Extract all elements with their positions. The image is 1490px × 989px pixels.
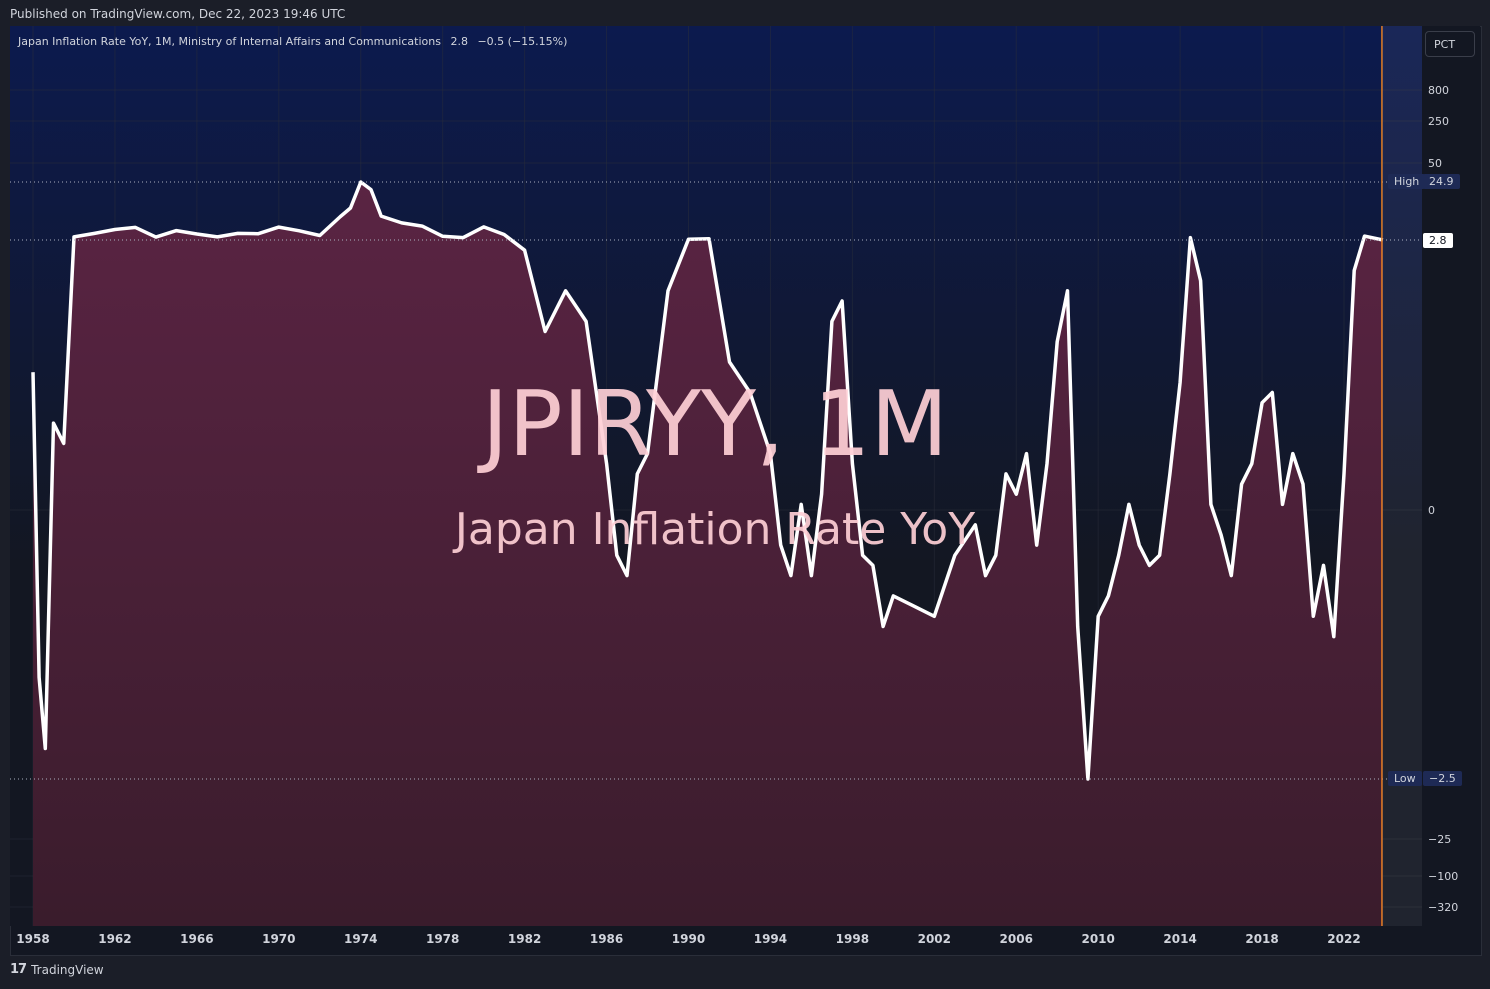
legend-change: −0.5 (−15.15%)	[477, 35, 568, 48]
x-tick-label: 2018	[1245, 932, 1278, 946]
x-tick-label: 1974	[344, 932, 377, 946]
x-tick-label: 1982	[508, 932, 541, 946]
y-tick-label: 50	[1428, 157, 1442, 170]
footer-brand-text: TradingView	[31, 962, 104, 977]
y-tick-label: 250	[1428, 115, 1449, 128]
y-tick-label: 0	[1428, 504, 1435, 517]
x-tick-label: 1966	[180, 932, 213, 946]
legend[interactable]: Japan Inflation Rate YoY, 1M, Ministry o…	[18, 35, 573, 48]
low-label: Low	[1388, 771, 1422, 786]
pct-scale-button[interactable]: PCT	[1425, 31, 1475, 57]
x-tick-label: 1994	[754, 932, 787, 946]
watermark-description: Japan Inflation Rate YoY	[454, 504, 976, 555]
y-tick-label: −25	[1428, 833, 1451, 846]
high-label: High	[1388, 174, 1426, 189]
footer-brand[interactable]: 17 TradingView	[10, 962, 104, 977]
x-tick-label: 1986	[590, 932, 623, 946]
x-tick-label: 1998	[836, 932, 869, 946]
y-tick-label: −100	[1428, 870, 1458, 883]
x-tick-label: 2006	[1000, 932, 1033, 946]
low-value-tag: −2.5	[1423, 771, 1462, 786]
x-tick-label: 1958	[16, 932, 49, 946]
x-tick-label: 2014	[1163, 932, 1196, 946]
chart-canvas[interactable]: 800 250 50 0 −25 −100 −320 1958 1962 1966 1970 197…	[10, 26, 1480, 954]
legend-title: Japan Inflation Rate YoY, 1M, Ministry o…	[18, 35, 441, 48]
x-tick-label: 1990	[672, 932, 705, 946]
series-area	[33, 182, 1383, 926]
tradingview-logo-icon: 17	[10, 962, 27, 977]
x-tick-label: 1962	[98, 932, 131, 946]
watermark-symbol: JPIRYY, 1M	[481, 372, 949, 477]
x-axis[interactable]: 1958 1962 1966 1970 1974 1978 1982 1986 1990 1994…	[16, 932, 1360, 946]
x-tick-label: 1970	[262, 932, 295, 946]
x-tick-label: 2002	[918, 932, 951, 946]
legend-last-value: 2.8	[450, 35, 468, 48]
x-tick-label: 2010	[1081, 932, 1114, 946]
y-tick-label: 800	[1428, 84, 1449, 97]
x-tick-label: 1978	[426, 932, 459, 946]
y-axis[interactable]: 800 250 50 0 −25 −100 −320	[1428, 84, 1458, 914]
y-tick-label: −320	[1428, 901, 1458, 914]
high-value-tag: 24.9	[1423, 174, 1460, 189]
series-line	[31, 180, 1384, 781]
x-tick-label: 2022	[1327, 932, 1360, 946]
last-value-tag: 2.8	[1423, 233, 1453, 248]
published-caption: Published on TradingView.com, Dec 22, 20…	[10, 7, 346, 21]
